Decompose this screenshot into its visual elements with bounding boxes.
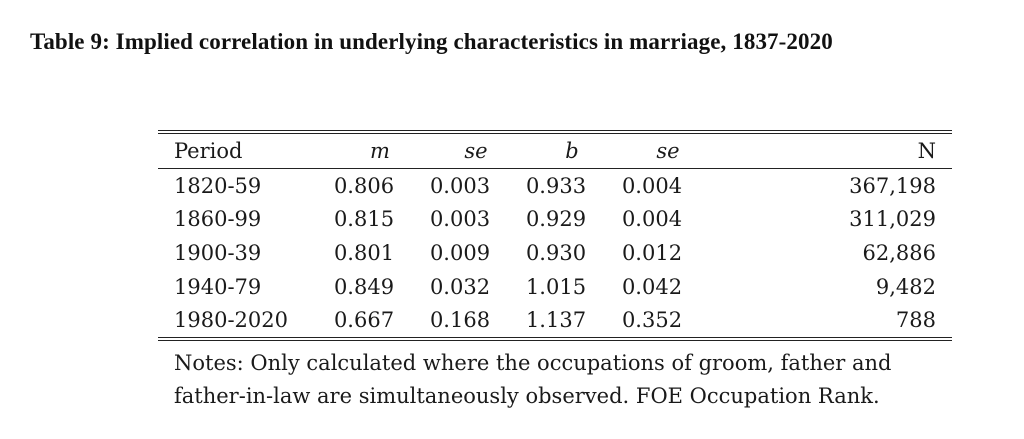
cell-se-m: 0.032 (429, 274, 491, 299)
cell-n: 9,482 (875, 274, 936, 299)
cell-period: 1820-59 (174, 173, 262, 198)
header-row: Period m se b se N (158, 134, 952, 168)
cell-m: 0.801 (333, 240, 395, 265)
cell-m: 0.815 (333, 207, 395, 232)
cell-b: 0.929 (525, 207, 587, 232)
table-row: 1980-2020 0.667 0.168 1.137 0.352 788 (158, 303, 952, 337)
top-rule (158, 130, 952, 134)
cell-b: 0.933 (525, 173, 587, 198)
notes-line-2: father-in-law are simultaneously observe… (174, 383, 880, 408)
cell-period: 1980-2020 (174, 308, 288, 333)
table-row: 1940-79 0.849 0.032 1.015 0.042 9,482 (158, 270, 952, 304)
header-rule (158, 168, 952, 169)
cell-n: 62,886 (862, 240, 936, 265)
cell-period: 1860-99 (174, 207, 262, 232)
cell-b: 1.137 (525, 308, 587, 333)
table-notes: Notes: Only calculated where the occupat… (158, 341, 952, 413)
cell-m: 0.667 (333, 308, 395, 333)
header-se-b: se (656, 139, 680, 163)
cell-se-b: 0.352 (621, 308, 683, 333)
data-table: Period m se b se N (158, 134, 952, 168)
cell-n: 311,029 (849, 207, 936, 232)
results-table: Period m se b se N 1820-59 0.806 0.003 0… (158, 130, 952, 413)
cell-se-b: 0.004 (621, 173, 683, 198)
cell-period: 1940-79 (174, 274, 262, 299)
header-se-m: se (464, 139, 488, 163)
table-caption: Table 9: Implied correlation in underlyi… (30, 29, 833, 54)
header-b: b (565, 139, 579, 163)
table-row: 1900-39 0.801 0.009 0.930 0.012 62,886 (158, 236, 952, 270)
cell-b: 0.930 (525, 240, 587, 265)
cell-period: 1900-39 (174, 240, 262, 265)
header-period: Period (174, 139, 243, 163)
cell-se-b: 0.012 (621, 240, 683, 265)
cell-b: 1.015 (525, 274, 587, 299)
table-row: 1860-99 0.815 0.003 0.929 0.004 311,029 (158, 203, 952, 237)
data-table-body: 1820-59 0.806 0.003 0.933 0.004 367,198 … (158, 169, 952, 337)
header-n: N (917, 139, 936, 163)
notes-line-1: Notes: Only calculated where the occupat… (174, 350, 892, 375)
cell-m: 0.849 (333, 274, 395, 299)
cell-se-m: 0.003 (429, 173, 491, 198)
cell-se-m: 0.168 (429, 308, 491, 333)
bottom-rule (158, 336, 952, 341)
table-row: 1820-59 0.806 0.003 0.933 0.004 367,198 (158, 169, 952, 203)
header-m: m (370, 139, 390, 163)
cell-se-b: 0.004 (621, 207, 683, 232)
cell-se-m: 0.003 (429, 207, 491, 232)
cell-se-m: 0.009 (429, 240, 491, 265)
cell-se-b: 0.042 (621, 274, 683, 299)
cell-n: 367,198 (849, 173, 936, 198)
cell-m: 0.806 (333, 173, 395, 198)
cell-n: 788 (895, 308, 936, 333)
